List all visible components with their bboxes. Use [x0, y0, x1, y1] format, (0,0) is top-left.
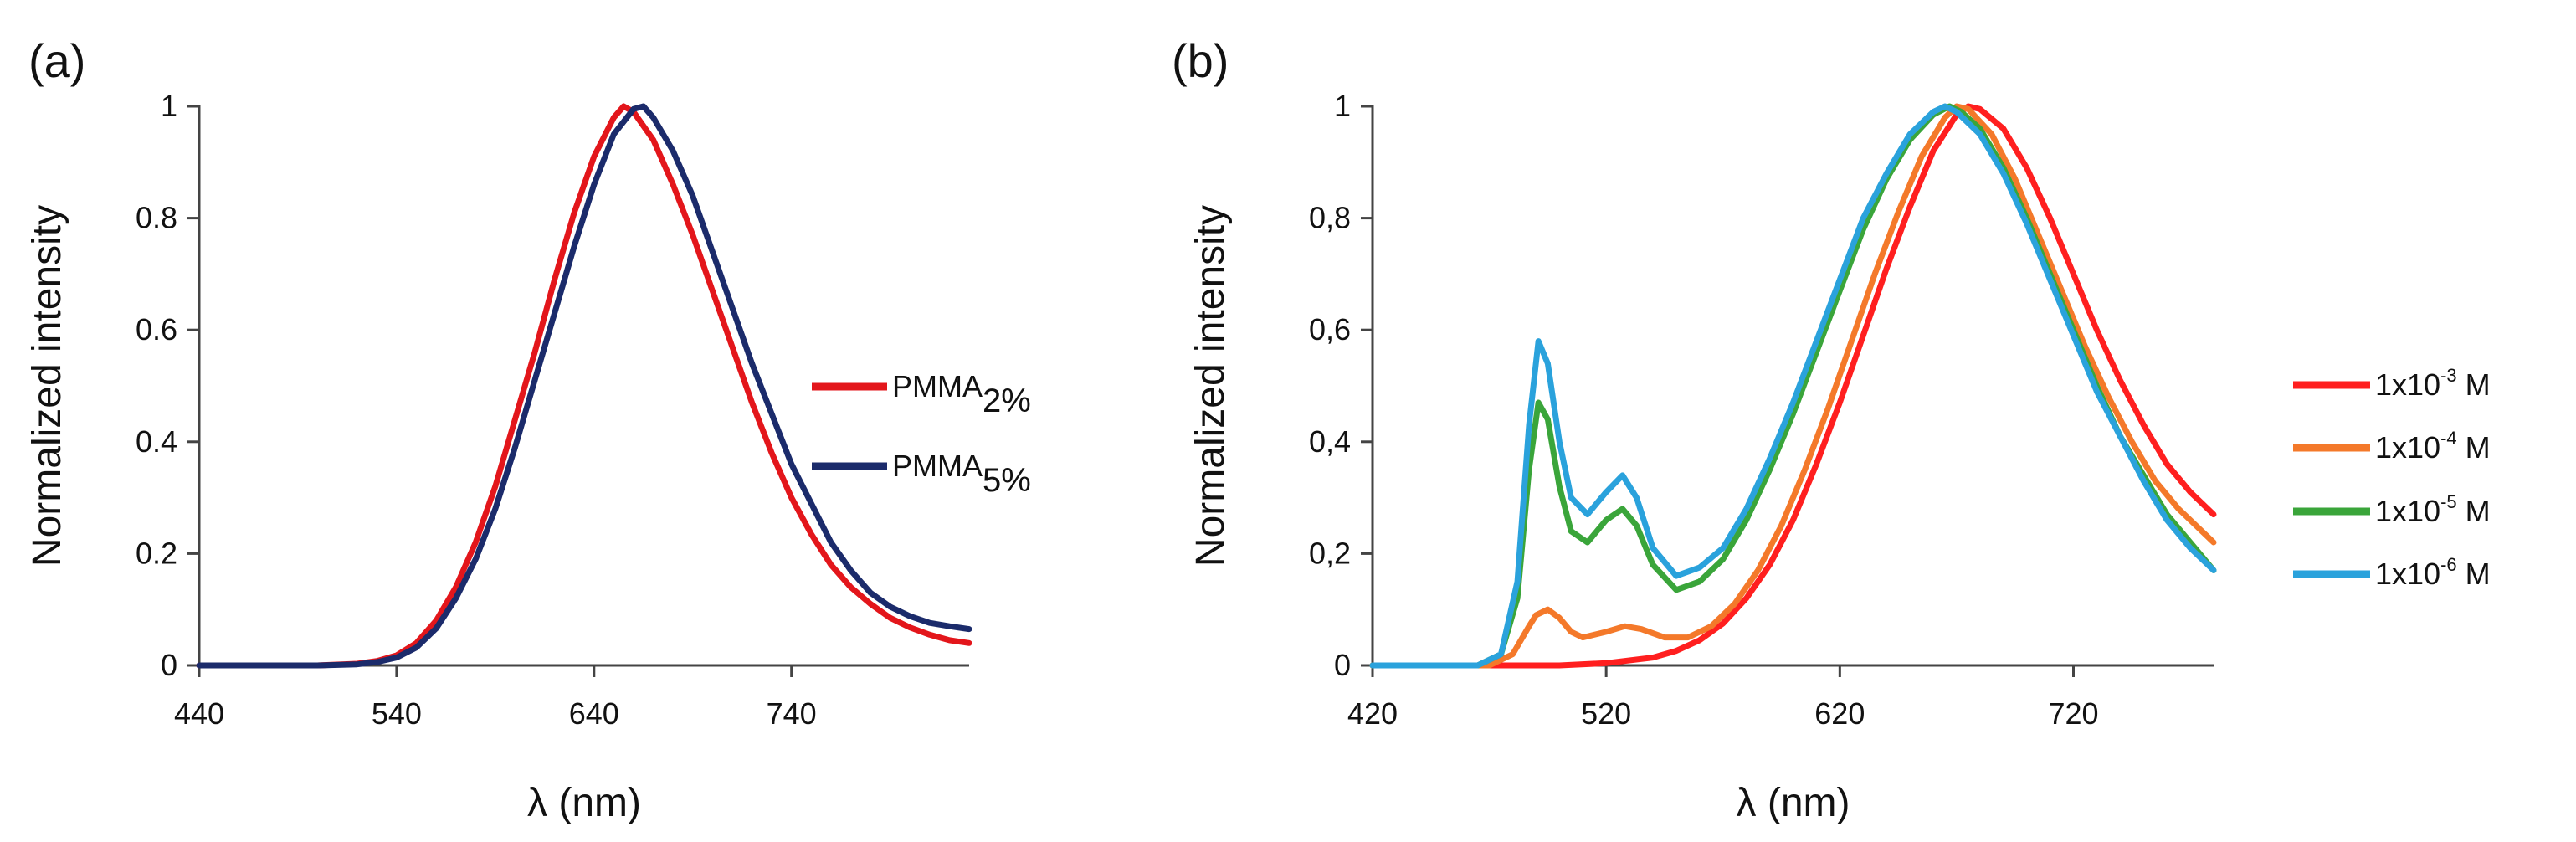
legend-name: 1x10 — [2375, 557, 2440, 591]
series-line-1 — [1369, 103, 2217, 669]
chart-panel-a: (a) 0 0.2 0.4 0.6 0.8 1 440 540 640 740 λ (nm) Norma… — [25, 34, 1031, 825]
legend-label: 1x10-4 M — [2375, 428, 2491, 465]
x-tick-label: 440 — [174, 696, 224, 731]
y-tick-label: 0,8 — [1309, 201, 1351, 235]
legend-exponent: -3 — [2440, 365, 2457, 386]
legend-label: 1x10-6 M — [2375, 554, 2491, 591]
panel-label: (b) — [1172, 34, 1229, 87]
legend-exponent: -4 — [2440, 428, 2457, 449]
panel-label: (a) — [28, 34, 85, 87]
y-axis-title: Normalized intensity — [25, 205, 69, 567]
y-tick-label: 0.2 — [136, 536, 177, 570]
legend-label: 1x10-3 M — [2375, 365, 2491, 402]
legend-item: 1x10-3 M — [2293, 365, 2491, 402]
y-axis-title: Normalized intensity — [1188, 205, 1233, 567]
legend-name: PMMA — [892, 369, 983, 403]
legend-item: 1x10-6 M — [2293, 554, 2491, 591]
y-tick-label: 1 — [1334, 89, 1351, 123]
legend-subscript: 5% — [983, 462, 1031, 499]
legend-label: 1x10-5 M — [2375, 491, 2491, 528]
legend-unit: M — [2457, 557, 2491, 591]
x-tick-label: 640 — [569, 696, 619, 731]
x-tick-label: 540 — [372, 696, 422, 731]
legend-name: PMMA — [892, 449, 983, 483]
series-line-1 — [196, 103, 972, 669]
legend-exponent: -5 — [2440, 491, 2457, 512]
legend-item: 1x10-5 M — [2293, 491, 2491, 528]
legend-name: 1x10 — [2375, 494, 2440, 528]
x-axis-title: λ (nm) — [527, 781, 641, 825]
x-tick-label: 620 — [1814, 696, 1865, 731]
legend-label: PMMA2% — [892, 369, 1031, 419]
y-tick-label: 1 — [161, 89, 177, 123]
x-tick-label: 720 — [2048, 696, 2098, 731]
series-line-3 — [1369, 103, 2217, 669]
x-tick-label: 520 — [1581, 696, 1631, 731]
legend-name: 1x10 — [2375, 367, 2440, 402]
legend-item: PMMA5% — [812, 449, 1031, 499]
y-tick-label: 0,2 — [1309, 536, 1351, 570]
legend-name: 1x10 — [2375, 430, 2440, 465]
legend-item: 1x10-4 M — [2293, 428, 2491, 465]
legend: PMMA2%PMMA5% — [812, 369, 1031, 499]
series-line-0 — [1369, 103, 2217, 669]
y-tick-label: 0,6 — [1309, 312, 1351, 347]
legend-unit: M — [2457, 367, 2491, 402]
y-tick-label: 0.6 — [136, 312, 177, 347]
y-tick-label: 0.4 — [136, 424, 177, 459]
y-tick-label: 0 — [1334, 648, 1351, 682]
x-tick-label: 740 — [767, 696, 817, 731]
legend-label: PMMA5% — [892, 449, 1031, 499]
y-tick-label: 0,4 — [1309, 424, 1351, 459]
y-tick-label: 0.8 — [136, 201, 177, 235]
legend-unit: M — [2457, 494, 2491, 528]
legend-unit: M — [2457, 430, 2491, 465]
legend-item: PMMA2% — [812, 369, 1031, 419]
x-axis-title: λ (nm) — [1737, 781, 1850, 825]
legend-subscript: 2% — [983, 382, 1031, 419]
x-tick-label: 420 — [1347, 696, 1398, 731]
chart-panel-b: (b) 0 0,2 0,4 0,6 0,8 1 420 520 620 720 λ (nm) Norma… — [1172, 34, 2491, 825]
series-line-2 — [1369, 103, 2217, 669]
legend-exponent: -6 — [2440, 554, 2457, 575]
y-tick-label: 0 — [161, 648, 177, 682]
